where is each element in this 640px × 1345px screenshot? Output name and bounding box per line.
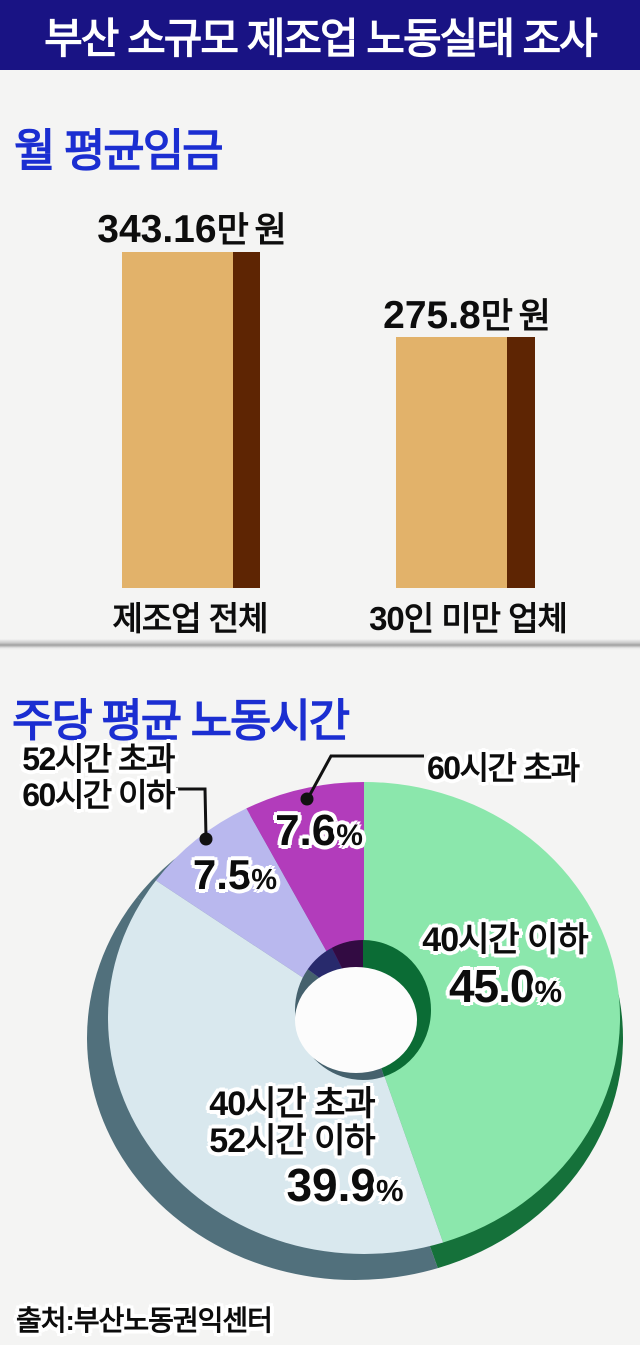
slice-pct-under-40: 45.0% [395, 961, 615, 1012]
section-divider [0, 639, 640, 650]
slice-pct-52-60: 7.5% [162, 851, 308, 899]
bar2-category-label: 30인 미만 업체 [369, 600, 568, 637]
slice-label-under-40-text: 40시간 이하 [422, 921, 588, 959]
slice-pct-under-40-number: 45.0 [448, 960, 536, 1013]
bar1-shadow [233, 252, 260, 588]
percent-sign: % [251, 864, 278, 896]
bar2-shadow [507, 337, 535, 588]
bar2-fill [396, 337, 507, 588]
bar2-value-label: 275.8만 원 [336, 288, 596, 339]
slice-label-40-52-line1: 40시간 초과 [209, 1085, 375, 1123]
source-credit: 출처:부산노동권익센터 [16, 1305, 273, 1336]
page-title: 부산 소규모 제조업 노동실태 조사 [44, 14, 598, 62]
callout-dot-52-60 [199, 832, 213, 846]
callout-dot-over-60 [300, 792, 314, 806]
callout-label-over-60: 60시간 초과 [427, 750, 580, 786]
slice-label-under-40: 40시간 이하 45.0% [395, 921, 615, 1012]
pie-slice-top-0 [364, 782, 621, 1243]
callout-line-over-60 [305, 754, 424, 801]
callout-left-line1: 52시간 초과 [22, 741, 175, 777]
bar1-value-number: 343.16 [97, 208, 217, 251]
bar1-category-label: 제조업 전체 [112, 600, 269, 637]
bar1-value-unit: 만 원 [216, 211, 287, 250]
slice-label-40-52-line2: 52시간 이하 [209, 1122, 375, 1161]
callout-left-line2: 60시간 이하 [22, 776, 175, 813]
title-bar: 부산 소규모 제조업 노동실태 조사 [0, 0, 640, 70]
percent-sign: % [534, 974, 562, 1010]
bar1-fill [122, 252, 233, 588]
bar2-value-number: 275.8 [383, 294, 481, 337]
bar1-value-label: 343.16만 원 [61, 202, 321, 253]
slice-pct-over-60-number: 7.6 [275, 806, 337, 855]
slice-label-40-52: 40시간 초과 52시간 이하 [182, 1085, 402, 1161]
slice-pct-40-52: 39.9% [245, 1158, 445, 1212]
wage-section-heading: 월 평균임금 [14, 125, 224, 176]
slice-pct-over-60: 7.6% [246, 806, 392, 856]
slice-pct-52-60-number: 7.5 [192, 851, 252, 898]
callout-line-52-60 [176, 787, 208, 838]
bar2-value-unit: 만 원 [480, 297, 551, 336]
percent-sign: % [375, 1173, 404, 1208]
slice-pct-40-52-number: 39.9 [286, 1159, 376, 1211]
percent-sign: % [336, 819, 363, 852]
callout-label-52-60: 52시간 초과 60시간 이하 [10, 741, 175, 814]
hours-section-heading: 주당 평균 노동시간 [12, 695, 350, 746]
pie-slice-top-1 [107, 880, 444, 1254]
donut-hole [295, 967, 417, 1073]
